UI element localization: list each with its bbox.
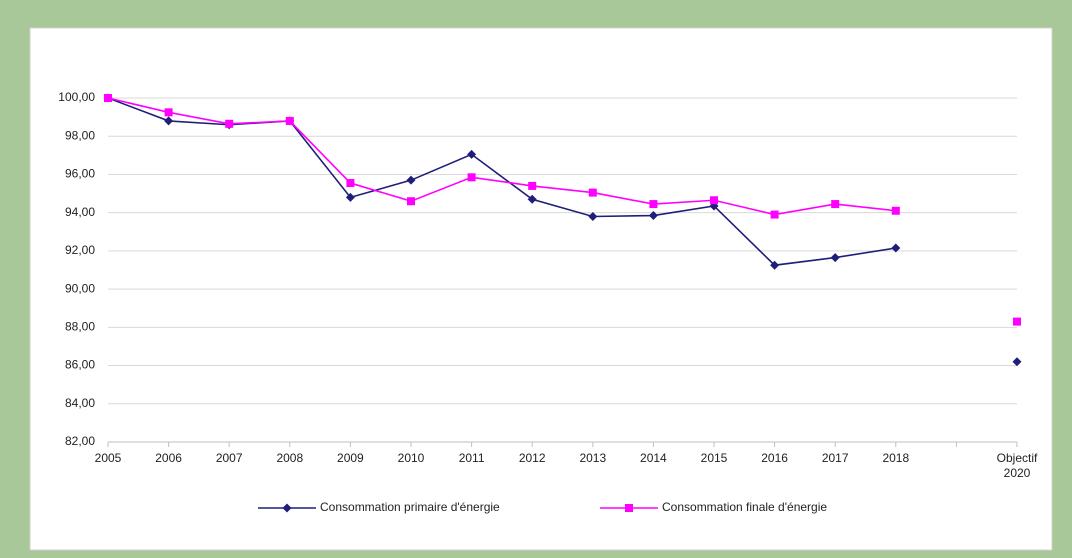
legend-label: Consommation primaire d'énergie — [320, 500, 500, 514]
data-point — [467, 149, 477, 159]
data-point — [346, 179, 355, 188]
x-tick-label: 2007 — [215, 451, 243, 465]
x-tick-label: 2014 — [640, 451, 667, 465]
data-point — [770, 260, 780, 270]
data-point — [588, 211, 598, 221]
y-tick-label: 88,00 — [65, 320, 95, 334]
x-tick-label-box: 2007 — [215, 451, 243, 465]
y-tick-label: 98,00 — [65, 128, 95, 142]
data-point — [164, 116, 174, 126]
x-tick-label: Objectif 2020 — [996, 451, 1038, 480]
data-point — [649, 200, 658, 209]
data-point — [588, 188, 597, 197]
y-tick-label: 86,00 — [65, 358, 95, 372]
x-tick-label: 2008 — [276, 451, 304, 465]
data-point — [164, 108, 173, 117]
legend-label: Consommation finale d'énergie — [662, 500, 827, 514]
y-tick-label: 96,00 — [65, 167, 95, 181]
x-tick-label: 2009 — [337, 451, 364, 465]
x-tick-label-box: Objectif 2020 — [996, 451, 1038, 480]
data-point — [406, 175, 416, 185]
data-point — [1013, 317, 1021, 326]
y-tick-label: 82,00 — [65, 434, 95, 448]
data-point — [648, 211, 658, 221]
x-tick-label-box: 2009 — [337, 451, 364, 465]
data-point — [225, 119, 234, 128]
x-tick-label: 2013 — [579, 451, 607, 465]
data-point — [467, 173, 476, 182]
x-tick-label: 2015 — [700, 451, 728, 465]
x-tick-label-box: 2010 — [397, 451, 425, 465]
x-tick-label: 2011 — [458, 451, 485, 465]
data-point — [407, 197, 415, 206]
y-tick-label: 84,00 — [65, 396, 95, 410]
x-tick-label: 2005 — [94, 451, 122, 465]
y-tick-label: 94,00 — [65, 205, 95, 219]
x-tick-label-box: 2014 — [640, 451, 667, 465]
legend-marker — [282, 503, 292, 513]
y-tick-label: 100,00 — [58, 90, 95, 104]
x-tick-label-box: 2011 — [458, 451, 485, 465]
data-point — [710, 196, 718, 205]
data-point — [1012, 357, 1022, 367]
data-point — [345, 192, 355, 202]
x-tick-label-box: 2015 — [700, 451, 728, 465]
y-tick-label: 90,00 — [65, 281, 95, 295]
x-tick-label-box: 2016 — [761, 451, 788, 465]
x-tick-label-box: 2005 — [94, 451, 122, 465]
data-point — [770, 210, 779, 219]
data-point — [891, 206, 900, 215]
x-tick-label: 2006 — [155, 451, 182, 465]
data-point — [527, 194, 537, 204]
x-tick-label-box: 2017 — [821, 451, 849, 465]
x-tick-label: 2017 — [821, 451, 849, 465]
x-tick-label: 2018 — [882, 451, 910, 465]
data-point — [891, 243, 901, 253]
legend-marker — [625, 504, 633, 512]
x-tick-label: 2016 — [761, 451, 788, 465]
data-point — [528, 181, 537, 190]
x-tick-label: 2012 — [518, 451, 546, 465]
data-point — [104, 94, 112, 102]
x-tick-label-box: 2013 — [579, 451, 607, 465]
data-point — [831, 200, 840, 209]
x-tick-label-box: 2006 — [155, 451, 182, 465]
x-tick-label-box: 2012 — [518, 451, 546, 465]
data-point — [285, 116, 294, 125]
x-tick-label-box: 2018 — [882, 451, 910, 465]
x-tick-label-box: 2008 — [276, 451, 304, 465]
x-tick-label: 2010 — [397, 451, 425, 465]
data-point — [830, 253, 840, 263]
y-tick-label: 92,00 — [65, 243, 95, 257]
